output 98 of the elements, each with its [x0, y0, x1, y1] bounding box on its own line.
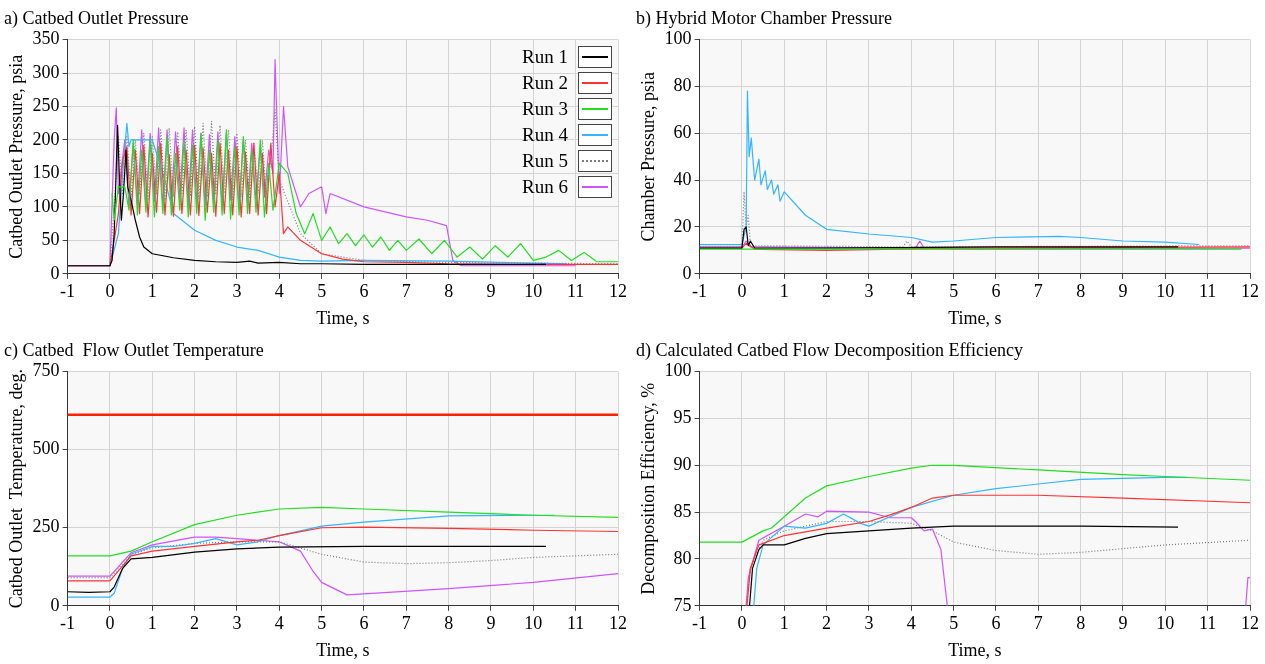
y-axis-title: Catbed Outlet Pressure, psia	[5, 54, 26, 259]
legend-label: Run 4	[522, 123, 568, 146]
y-tick-label: 350	[32, 28, 60, 49]
x-tick-label: 5	[949, 281, 959, 302]
x-tick-label: 12	[1241, 613, 1259, 634]
y-tick-label: 20	[673, 215, 692, 236]
y-tick-label: 50	[41, 229, 60, 250]
x-tick-label: 2	[190, 613, 200, 634]
x-tick-label: 1	[147, 613, 157, 634]
x-tick-label: 0	[737, 281, 747, 302]
x-tick-label: 12	[609, 613, 627, 634]
y-tick-label: 250	[32, 516, 60, 537]
x-tick-label: 4	[274, 613, 284, 634]
x-tick-label: 7	[401, 281, 411, 302]
x-tick-label: 10	[1156, 281, 1175, 302]
x-tick-label: 1	[147, 281, 157, 302]
y-tick-label: 100	[664, 360, 692, 381]
x-tick-label: 9	[486, 613, 496, 634]
x-tick-label: 3	[864, 613, 874, 634]
legend-label: Run 2	[522, 71, 568, 94]
chart-title: c) Catbed Flow Outlet Temperature	[4, 339, 264, 361]
x-tick-label: 8	[1076, 613, 1086, 634]
legend-label: Run 6	[522, 175, 568, 198]
legend-label: Run 5	[522, 149, 568, 172]
x-axis-title: Time, s	[948, 307, 1002, 328]
x-tick-label: 11	[566, 613, 585, 634]
y-tick-label: 0	[682, 262, 692, 283]
x-tick-label: -1	[60, 281, 76, 302]
y-tick-label: 200	[32, 128, 60, 149]
y-tick-label: 500	[32, 438, 60, 459]
x-tick-label: 12	[609, 281, 627, 302]
y-tick-label: 80	[673, 75, 692, 96]
x-tick-label: 7	[401, 613, 411, 634]
y-tick-label: 0	[50, 262, 60, 283]
x-tick-label: 0	[737, 613, 747, 634]
y-tick-label: 90	[673, 454, 692, 475]
x-tick-label: 5	[317, 281, 327, 302]
y-tick-label: 0	[50, 594, 60, 615]
y-tick-label: 95	[673, 407, 692, 428]
x-tick-label: 1	[779, 613, 789, 634]
x-tick-label: 8	[444, 613, 454, 634]
x-tick-label: 9	[1118, 613, 1128, 634]
y-tick-label: 300	[32, 61, 60, 82]
y-axis-title: Catbed Outlet Temperature, deg.	[5, 369, 26, 609]
y-tick-label: 75	[673, 594, 692, 615]
x-tick-label: 6	[991, 281, 1001, 302]
x-tick-label: 11	[1198, 613, 1217, 634]
x-axis-title: Time, s	[316, 639, 370, 660]
x-tick-label: 2	[190, 281, 200, 302]
legend-label: Run 1	[522, 45, 568, 68]
y-tick-label: 100	[32, 195, 60, 216]
x-tick-label: 3	[232, 281, 242, 302]
x-tick-label: 0	[105, 613, 115, 634]
x-axis-title: Time, s	[948, 639, 1002, 660]
x-tick-label: 10	[524, 613, 543, 634]
y-tick-label: 60	[673, 122, 692, 143]
x-tick-label: 4	[906, 281, 916, 302]
x-tick-label: 0	[105, 281, 115, 302]
x-tick-label: -1	[692, 281, 708, 302]
x-tick-label: 1	[779, 281, 789, 302]
y-tick-label: 40	[673, 168, 692, 189]
x-tick-label: 11	[566, 281, 585, 302]
y-tick-label: 250	[32, 95, 60, 116]
chart-title: b) Hybrid Motor Chamber Pressure	[636, 7, 892, 29]
x-tick-label: 8	[1076, 281, 1086, 302]
x-tick-label: 11	[1198, 281, 1217, 302]
y-axis-title: Chamber Pressure, psia	[637, 71, 658, 242]
x-tick-label: 7	[1033, 281, 1043, 302]
x-tick-label: 2	[822, 613, 832, 634]
x-tick-label: 7	[1033, 613, 1043, 634]
x-tick-label: 4	[906, 613, 916, 634]
x-tick-label: 9	[486, 281, 496, 302]
x-tick-label: 5	[949, 613, 959, 634]
y-axis-title: Decomposition Efficiency, %	[637, 382, 658, 595]
x-tick-label: 5	[317, 613, 327, 634]
x-tick-label: 3	[232, 613, 242, 634]
x-tick-label: 4	[274, 281, 284, 302]
x-tick-label: 6	[991, 613, 1001, 634]
x-tick-label: -1	[60, 613, 76, 634]
x-tick-label: 10	[1156, 613, 1175, 634]
x-tick-label: 12	[1241, 281, 1259, 302]
x-tick-label: 8	[444, 281, 454, 302]
x-tick-label: -1	[692, 613, 708, 634]
legend-label: Run 3	[522, 97, 568, 120]
x-tick-label: 6	[359, 613, 369, 634]
chart-title: d) Calculated Catbed Flow Decomposition Efficiency	[636, 339, 1024, 361]
x-tick-label: 3	[864, 281, 874, 302]
x-tick-label: 2	[822, 281, 832, 302]
chart-title: a) Catbed Outlet Pressure	[4, 7, 189, 29]
y-tick-label: 85	[673, 500, 692, 521]
x-axis-title: Time, s	[316, 307, 370, 328]
x-tick-label: 6	[359, 281, 369, 302]
y-tick-label: 150	[32, 162, 60, 183]
x-tick-label: 10	[524, 281, 543, 302]
x-tick-label: 9	[1118, 281, 1128, 302]
y-tick-label: 750	[32, 360, 60, 381]
y-tick-label: 100	[664, 28, 692, 49]
y-tick-label: 80	[673, 547, 692, 568]
